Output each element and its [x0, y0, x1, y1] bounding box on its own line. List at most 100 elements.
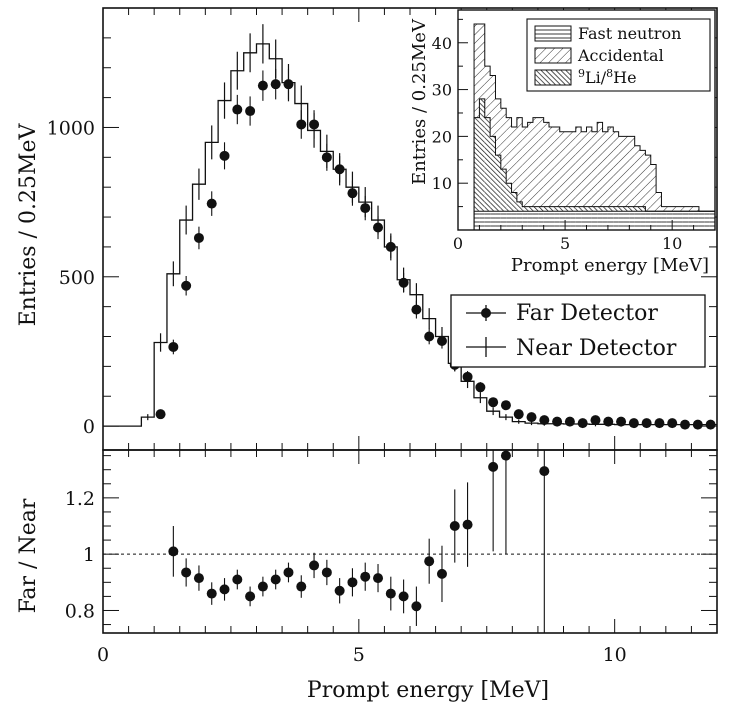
inset-legend-accidental-label: Accidental	[577, 46, 664, 65]
inset-bar-li-he	[629, 206, 635, 212]
inset-outline-total	[473, 23, 716, 230]
inset-bar-fast-neutron	[666, 211, 673, 230]
far-detector-point	[347, 188, 358, 199]
far-detector-point	[424, 331, 435, 342]
inset-bar-fast-neutron	[474, 211, 480, 230]
far-detector-point	[680, 419, 691, 430]
inset-bar-li-he	[538, 206, 544, 212]
inset-bar-fast-neutron	[602, 211, 608, 230]
far-detector-point	[641, 418, 652, 429]
ratio-point	[411, 601, 422, 612]
inset-bar-fast-neutron	[650, 211, 657, 230]
inset-bar-li-he	[495, 155, 501, 212]
inset-bar-fast-neutron	[613, 211, 619, 230]
far-detector-points	[155, 68, 716, 430]
spectrum-y-axis-title: Entries / 0.25MeV	[16, 123, 41, 327]
inset-bar-accidental	[623, 136, 630, 212]
inset-bar-fast-neutron	[677, 211, 683, 230]
far-detector-point	[488, 397, 499, 408]
inset-bar-fast-neutron	[575, 211, 582, 230]
ratio-point	[462, 519, 473, 530]
far-detector-point	[436, 335, 447, 346]
inset-bar-li-he	[490, 136, 496, 212]
inset-bar-fast-neutron	[511, 211, 517, 230]
inset-bar-li-he	[559, 206, 566, 212]
inset-bar-accidental	[672, 206, 678, 212]
far-detector-point	[398, 277, 409, 288]
inset-bar-accidental	[682, 206, 689, 212]
inset-bar-accidental	[527, 122, 533, 212]
far-detector-point	[360, 203, 371, 214]
ratio-point	[488, 461, 499, 472]
inset-bar-fast-neutron	[500, 211, 507, 230]
ratio-point	[449, 521, 460, 532]
inset-bar-accidental	[688, 206, 694, 212]
inset-bar-fast-neutron	[693, 211, 699, 230]
far-detector-point	[385, 241, 396, 252]
inset-x-tick-label: 5	[560, 234, 570, 253]
inset-bar-fast-neutron	[607, 211, 614, 230]
inset-bar-li-he	[500, 169, 507, 212]
inset-bar-fast-neutron	[618, 211, 624, 230]
inset-bar-accidental	[602, 131, 608, 212]
inset-bar-fast-neutron	[698, 211, 705, 230]
far-detector-point	[590, 415, 601, 426]
ratio-point	[436, 568, 447, 579]
inset-bar-li-he	[618, 206, 624, 212]
ratio-x-tick-label: 0	[97, 644, 109, 666]
ratio-point	[245, 591, 256, 602]
inset-bar-accidental	[538, 117, 544, 212]
far-detector-point	[667, 418, 678, 429]
inset-bar-accidental	[607, 127, 614, 212]
inset-bar-fast-neutron	[672, 211, 678, 230]
ratio-point	[385, 588, 396, 599]
inset-outline-fast-neutron	[473, 210, 716, 230]
far-detector-point	[616, 416, 627, 427]
inset-bar-li-he	[602, 206, 608, 212]
inset-bar-accidental	[559, 131, 566, 212]
inset-bar-fast-neutron	[559, 211, 566, 230]
inset-bar-li-he	[640, 206, 646, 212]
ratio-x-tick-label: 5	[353, 644, 365, 666]
inset-x-axis-title: Prompt energy [MeV]	[511, 255, 709, 276]
far-detector-point	[654, 418, 665, 429]
ratio-point	[283, 567, 294, 578]
inset-bar-li-he	[586, 206, 592, 212]
inset-bar-fast-neutron	[623, 211, 630, 230]
far-detector-point	[373, 222, 384, 233]
inset-y-tick-label: 10	[432, 174, 452, 193]
lihe-sup-8: 8	[606, 67, 613, 80]
ratio-point	[181, 567, 192, 578]
far-detector-point	[206, 198, 217, 209]
inset-y-tick-label: 20	[432, 127, 452, 146]
x-axis-title: Prompt energy [MeV]	[307, 678, 549, 703]
inset-bar-fast-neutron	[516, 211, 523, 230]
inset-bar-li-he	[581, 206, 587, 212]
ratio-point	[539, 466, 550, 477]
ratio-y-axis-title: Far / Near	[16, 498, 41, 613]
spectrum-y-tick-label: 500	[59, 267, 95, 289]
inset-bar-fast-neutron	[586, 211, 592, 230]
inset-panel: 10 20 30 40 0 5 10 Entries / 0.25MeV Prompt e…	[409, 9, 716, 276]
inset-bar-li-he	[516, 201, 523, 212]
inset-x-tick-labels: 0 5 10	[453, 234, 682, 253]
ratio-point	[500, 450, 511, 461]
inset-y-tick-label: 30	[432, 81, 452, 100]
inset-bar-accidental	[565, 131, 571, 212]
inset-bar-accidental	[645, 155, 651, 212]
inset-bar-accidental	[634, 145, 641, 212]
inset-bar-li-he	[474, 117, 480, 212]
ratio-y-tick-label: 1.2	[65, 488, 95, 510]
ratio-x-tick-labels: 0 5 10	[97, 644, 627, 666]
ratio-y-tick-label: 1	[83, 544, 95, 566]
inset-bar-fast-neutron	[591, 211, 598, 230]
inset-bar-accidental	[506, 117, 512, 212]
inset-bar-accidental	[618, 136, 624, 212]
inset-bar-accidental	[532, 117, 539, 212]
inset-bar-fast-neutron	[532, 211, 539, 230]
inset-bar-fast-neutron	[688, 211, 694, 230]
far-detector-point	[219, 150, 230, 161]
inset-bar-accidental	[640, 150, 646, 212]
inset-bar-li-he	[565, 206, 571, 212]
far-detector-point	[526, 412, 537, 423]
